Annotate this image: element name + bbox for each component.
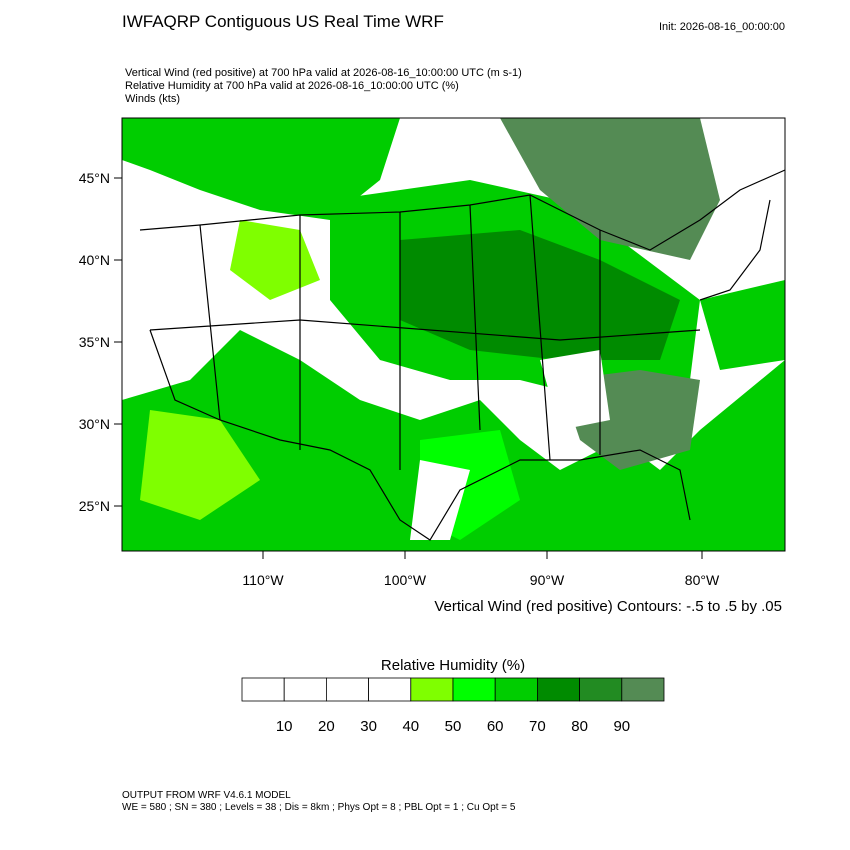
- lat-label: 30°N: [79, 416, 110, 432]
- colorbar-label: 10: [276, 718, 293, 735]
- lon-label: 110°W: [242, 572, 284, 588]
- colorbar-label: 90: [613, 718, 630, 735]
- colorbar-box: [537, 677, 581, 702]
- map: 45°N 40°N 35°N 30°N 25°N 110°W 100°W 90°W 80°W: [79, 117, 786, 588]
- title: IWFAQRP Contiguous US Real Time WRF: [122, 12, 444, 31]
- contour-note: Vertical Wind (red positive) Contours: -…: [434, 598, 782, 615]
- colorbar-label: 20: [318, 718, 335, 735]
- footer-line: WE = 580 ; SN = 380 ; Levels = 38 ; Dis …: [122, 802, 516, 813]
- map-frame: [121, 117, 786, 552]
- lat-label: 25°N: [79, 498, 110, 514]
- field-line: Relative Humidity at 700 hPa valid at 20…: [125, 80, 459, 92]
- lon-label: 80°W: [685, 572, 720, 588]
- colorbar-box: [621, 677, 665, 702]
- colorbar-label: 40: [402, 718, 419, 735]
- boundaries: [139, 169, 785, 541]
- field-line: Winds (kts): [125, 93, 180, 105]
- colorbar: 10 20 30 40 50 60 70 80 90: [241, 677, 665, 735]
- colorbar-title: Relative Humidity (%): [381, 657, 525, 674]
- colorbar-label: 50: [445, 718, 462, 735]
- lat-label: 40°N: [79, 252, 110, 268]
- lat-label: 35°N: [79, 334, 110, 350]
- footer-line: OUTPUT FROM WRF V4.6.1 MODEL: [122, 790, 291, 801]
- colorbar-box: [494, 677, 538, 702]
- colorbar-label: 70: [529, 718, 546, 735]
- humidity-fill: [122, 118, 785, 551]
- colorbar-label: 80: [571, 718, 588, 735]
- lon-label: 90°W: [530, 572, 565, 588]
- colorbar-label: 30: [360, 718, 377, 735]
- lat-label: 45°N: [79, 170, 110, 186]
- colorbar-box: [410, 677, 454, 702]
- lon-label: 100°W: [384, 572, 427, 588]
- colorbar-label: 60: [487, 718, 504, 735]
- colorbar-box: [325, 677, 369, 702]
- colorbar-box: [452, 677, 496, 702]
- init-time: Init: 2026-08-16_00:00:00: [659, 21, 785, 33]
- colorbar-box: [283, 677, 327, 702]
- field-line: Vertical Wind (red positive) at 700 hPa …: [125, 67, 522, 79]
- colorbar-box: [241, 677, 285, 702]
- colorbar-box: [368, 677, 412, 702]
- colorbar-box: [579, 677, 623, 702]
